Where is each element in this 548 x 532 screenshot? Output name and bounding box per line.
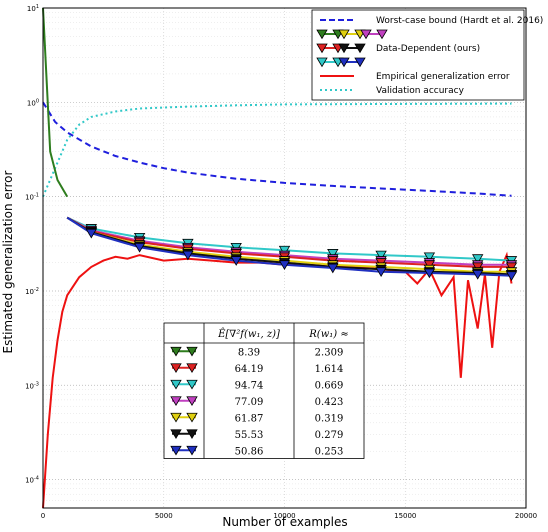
marker-blue [230, 256, 242, 266]
marker-blue [375, 267, 387, 277]
y-tick-label: 10-2 [25, 287, 39, 296]
legend-marker [360, 29, 372, 40]
y-axis-label: Estimated generalization error [1, 170, 15, 353]
table-marker [186, 396, 198, 407]
marker-blue [505, 271, 518, 282]
marker-blue [85, 228, 97, 239]
table-box [163, 322, 365, 459]
table-header: Ê[∇²f(w₁, z)] [217, 328, 280, 340]
legend-box [311, 9, 525, 101]
legend-marker [316, 43, 328, 54]
table-cell-r: 0.423 [315, 397, 344, 408]
table-cell-value: 8.39 [238, 347, 260, 358]
legend: Worst-case bound (Hardt et al. 2016) Data… [311, 9, 543, 101]
table-marker [170, 379, 182, 390]
x-tick-label: 10000 [273, 512, 295, 520]
legend-label: Worst-case bound (Hardt et al. 2016) [376, 16, 543, 26]
legend-marker [316, 57, 328, 68]
table-cell-value: 50.86 [235, 446, 264, 457]
table-cell-r: 0.669 [315, 380, 344, 391]
table-cell-value: 64.19 [235, 364, 264, 375]
legend-label: Empirical generalization error [376, 72, 510, 82]
table-marker [186, 379, 198, 390]
table-marker [186, 429, 198, 440]
x-tick-label: 5000 [155, 512, 173, 520]
x-axis-label: Number of examples [222, 515, 347, 529]
y-tick-label: 10-1 [25, 193, 39, 202]
legend-marker [354, 57, 366, 68]
table-marker [186, 346, 198, 357]
y-tick-label: 10-4 [25, 476, 39, 485]
table-marker [170, 396, 182, 407]
axes-box [42, 7, 527, 509]
legend-marker [376, 29, 388, 40]
legend-marker [354, 43, 366, 54]
legend-label: Validation accuracy [376, 86, 465, 96]
table-cell-r: 2.309 [315, 347, 344, 358]
table-marker [170, 363, 182, 374]
y-tick-label: 101 [27, 4, 39, 13]
table-cell-r: 0.319 [315, 413, 344, 424]
marker-blue [423, 268, 436, 279]
table-cell-r: 0.279 [315, 430, 344, 441]
table-marker [186, 412, 198, 423]
x-tick-label: 20000 [515, 512, 537, 520]
y-tick-label: 100 [27, 98, 39, 107]
marker-cyan [327, 249, 339, 259]
table-header: R(w₁) ≈ [308, 329, 348, 340]
table-cell-value: 55.53 [235, 430, 264, 441]
table-cell-value: 94.74 [235, 380, 264, 391]
table-marker [170, 412, 182, 423]
table-marker [170, 429, 182, 440]
table-cell-value: 61.87 [235, 413, 264, 424]
series-layer [42, 7, 518, 509]
table-marker [170, 346, 182, 357]
marker-cyan [423, 252, 436, 263]
table-cell-r: 0.253 [315, 446, 344, 457]
tick-labels: 0 5000 10000 15000 20000 101 100 10-1 10-2 10-3 10… [25, 4, 537, 520]
legend-label: Data-Dependent (ours) [376, 44, 480, 54]
marker-blue [182, 250, 194, 261]
table-marker [186, 445, 198, 456]
marker-blue [133, 242, 146, 253]
marker-blue [327, 263, 339, 274]
marker-cyan [472, 254, 484, 264]
y-tick-label: 10-3 [25, 381, 39, 390]
marker-red [472, 262, 484, 273]
table-marker [186, 363, 198, 374]
table-cell-value: 77.09 [235, 397, 264, 408]
series-line-worst-case-bound-hardt-et-al-2016- [42, 101, 512, 197]
series-line-validation-accuracy [42, 102, 512, 197]
marker-blue [278, 260, 291, 270]
legend-marker [338, 29, 350, 40]
x-tick-label: 0 [41, 512, 45, 520]
legend-marker [316, 29, 328, 40]
legend-marker [338, 57, 350, 68]
x-tick-label: 15000 [394, 512, 416, 520]
table-cell-r: 1.614 [315, 364, 344, 375]
table-marker [170, 445, 182, 456]
data-table: Ê[∇²f(w₁, z)] R(w₁) ≈ 8.39 2.309 64.19 1.614 9… [163, 322, 365, 459]
marker-cyan [278, 245, 291, 256]
legend-marker [338, 43, 350, 54]
marker-blue [472, 269, 484, 280]
marker-cyan [375, 250, 387, 261]
marker-red [505, 262, 518, 273]
plot-frame [42, 7, 527, 509]
series-line-green [42, 7, 69, 198]
